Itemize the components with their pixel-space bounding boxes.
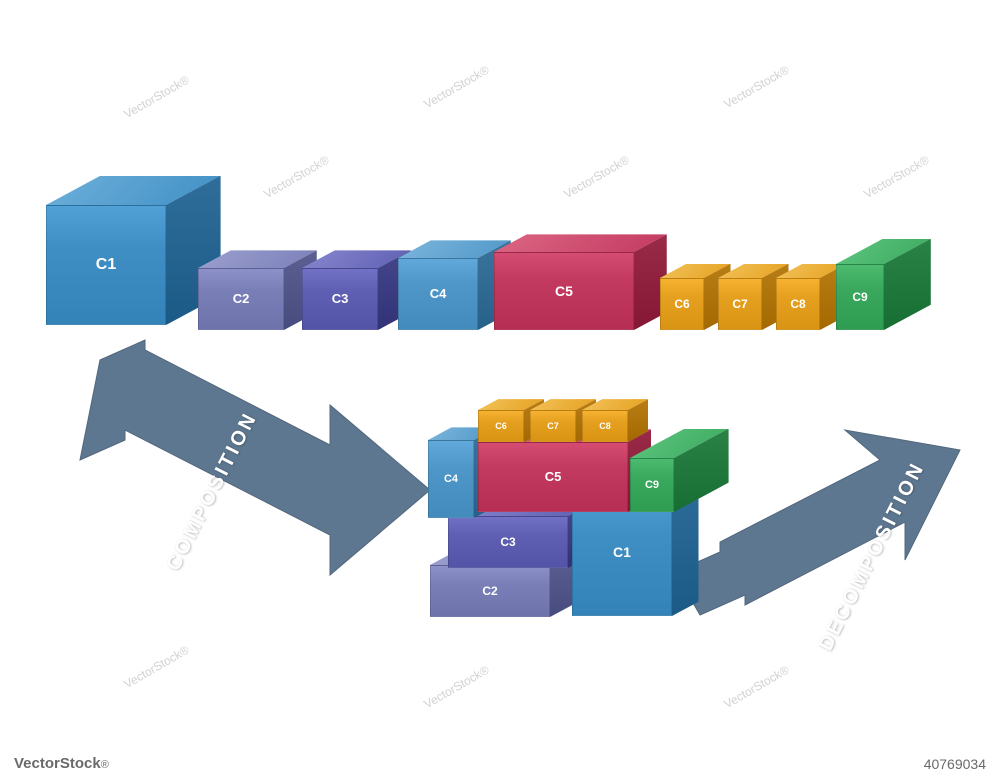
block-label: C7 (547, 421, 559, 431)
block-label: C2 (482, 584, 497, 598)
block-label: C6 (495, 421, 507, 431)
vectorstock-brand: VectorStock® (14, 755, 109, 772)
diagram-stage: VectorStock® VectorStock® VectorStock® V… (0, 0, 1000, 780)
decomposition-arrow (0, 0, 1000, 780)
block-front-face: C6 (478, 410, 524, 442)
block-label: C3 (500, 535, 515, 549)
block-front-face: C5 (478, 442, 628, 512)
block-front-face: C4 (428, 440, 474, 518)
image-id: 40769034 (924, 756, 986, 772)
block-cC8: C8 (582, 399, 648, 442)
block-front-face: C2 (430, 565, 550, 617)
block-label: C1 (613, 544, 631, 560)
block-front-face: C8 (582, 410, 628, 442)
brand-text: VectorStock (14, 755, 101, 772)
block-label: C5 (545, 469, 562, 484)
block-label: C4 (444, 473, 458, 485)
block-label: C8 (599, 421, 611, 431)
block-front-face: C3 (448, 516, 568, 568)
block-front-face: C7 (530, 410, 576, 442)
block-label: C9 (645, 479, 659, 491)
block-front-face: C9 (630, 458, 674, 512)
